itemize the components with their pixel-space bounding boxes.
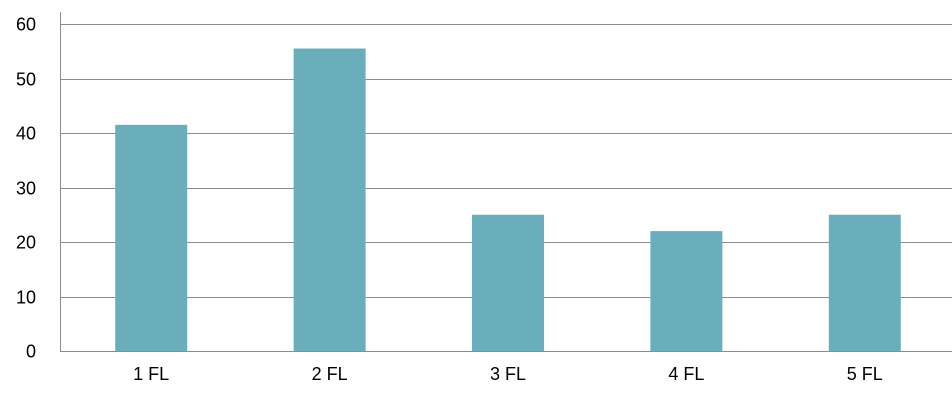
y-tick-label: 0 [26,342,36,362]
y-tick-labels: 0 10 20 30 40 50 60 [16,15,36,362]
y-tick-label: 30 [16,179,36,199]
x-tick-label: 2 FL [312,364,348,384]
bar-1 [115,124,188,351]
y-tick-label: 20 [16,233,36,253]
bar-2 [293,48,366,352]
x-tick-label: 3 FL [490,364,526,384]
y-tick-label: 10 [16,288,36,308]
bar-4 [650,231,723,351]
y-tick-label: 60 [16,15,36,35]
x-tick-label: 1 FL [133,364,169,384]
axes [60,12,952,352]
x-tick-label: 4 FL [668,364,704,384]
bar-5 [828,214,901,351]
y-tick-label: 50 [16,70,36,90]
bar-3 [472,214,544,351]
y-tick-label: 40 [16,124,36,144]
bars [115,48,901,352]
x-tick-label: 5 FL [847,364,883,384]
gridlines [60,24,952,298]
x-tick-labels: 1 FL 2 FL 3 FL 4 FL 5 FL [133,364,883,384]
